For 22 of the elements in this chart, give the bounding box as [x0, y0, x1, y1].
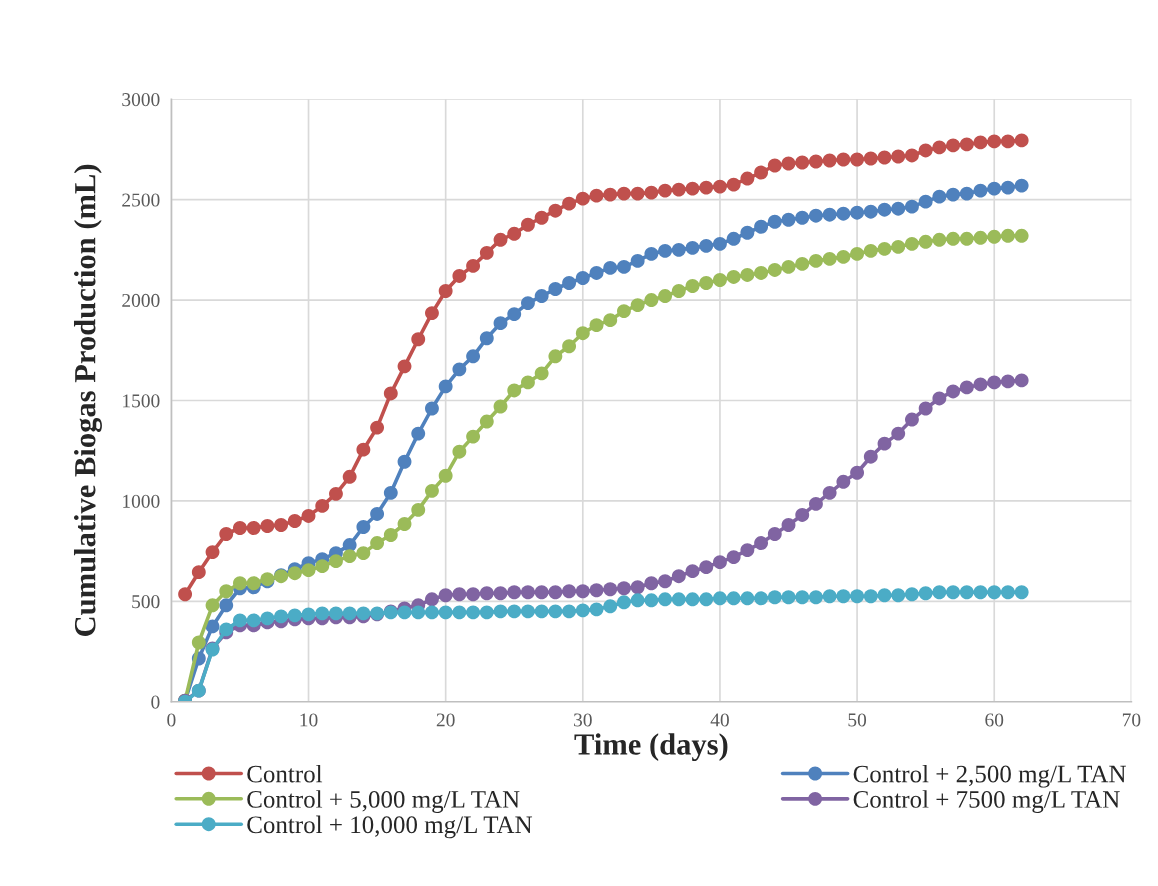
- legend-label: Control + 10,000 mg/L TAN: [247, 815, 533, 839]
- y-tick-label: 500: [132, 595, 160, 609]
- x-axis-title: Time (days): [574, 733, 728, 762]
- y-tick-label: 2000: [122, 293, 160, 307]
- x-tick-label: 50: [848, 713, 867, 727]
- y-tick-label: 0: [151, 695, 160, 709]
- y-tick-label: 3000: [122, 93, 160, 107]
- legend-label: Control + 2,500 mg/L TAN: [853, 764, 1126, 788]
- y-tick-label: 1000: [123, 494, 160, 508]
- x-tick-label: 60: [985, 713, 1004, 727]
- x-tick-label: 0: [167, 713, 176, 727]
- x-tick-label: 40: [710, 713, 729, 727]
- x-tick-label: 20: [436, 713, 455, 727]
- x-tick-label: 30: [574, 713, 592, 727]
- legend-label: Control: [247, 764, 323, 783]
- x-tick-label: 70: [1122, 713, 1141, 727]
- y-axis-title: Cumulative Biogas Production (mL): [73, 164, 102, 636]
- legend-label: Control + 5,000 mg/L TAN: [247, 790, 520, 813]
- y-tick-label: 1500: [123, 394, 160, 408]
- x-tick-label: 10: [300, 713, 318, 727]
- legend-label: Control + 7500 mg/L TAN: [853, 790, 1120, 814]
- y-tick-label: 2500: [122, 193, 160, 207]
